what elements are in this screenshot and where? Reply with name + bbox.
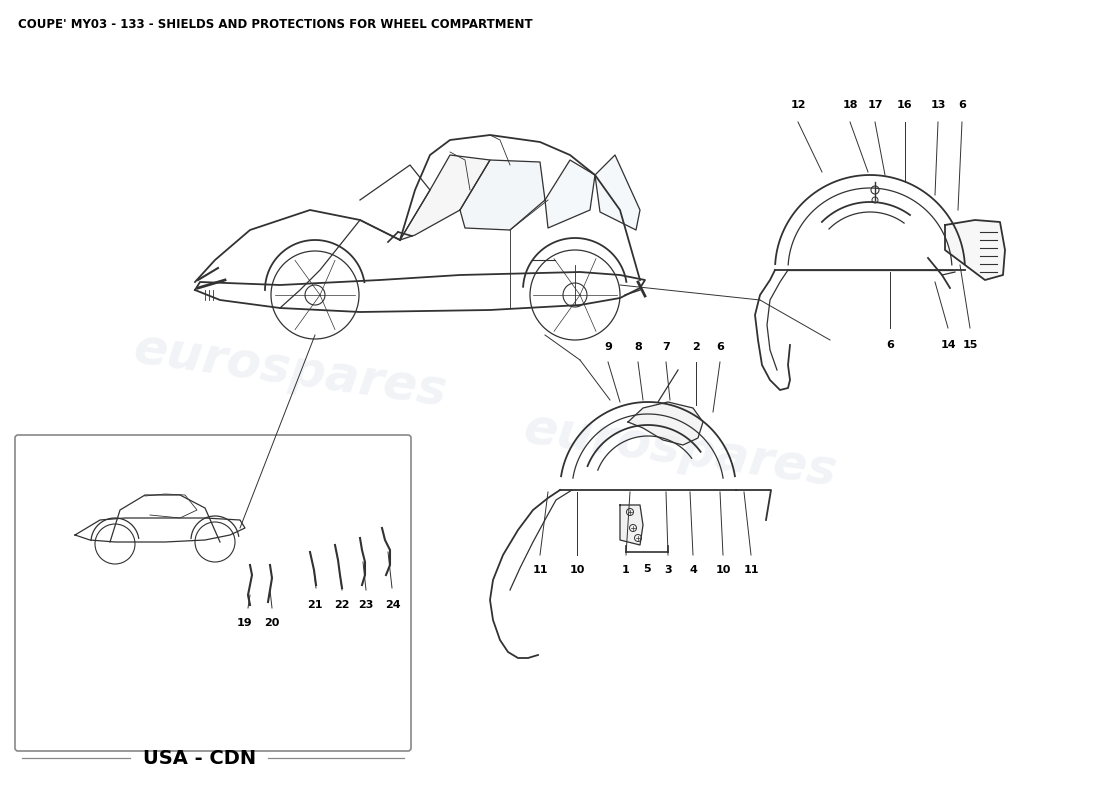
Text: 2: 2	[692, 342, 700, 352]
Text: 13: 13	[931, 100, 946, 110]
Text: 6: 6	[887, 340, 894, 350]
Polygon shape	[945, 220, 1005, 280]
Text: 3: 3	[664, 565, 672, 575]
FancyBboxPatch shape	[15, 435, 411, 751]
Text: 10: 10	[715, 565, 730, 575]
Text: 23: 23	[359, 600, 374, 610]
Polygon shape	[460, 160, 544, 230]
Text: 6: 6	[716, 342, 724, 352]
Text: 10: 10	[570, 565, 585, 575]
Text: 24: 24	[385, 600, 400, 610]
Text: 11: 11	[532, 565, 548, 575]
Text: 1: 1	[623, 565, 630, 575]
Text: 16: 16	[898, 100, 913, 110]
Text: 9: 9	[604, 342, 612, 352]
Text: 19: 19	[236, 618, 252, 628]
Text: 12: 12	[790, 100, 805, 110]
Text: 20: 20	[264, 618, 279, 628]
Text: 4: 4	[689, 565, 697, 575]
Polygon shape	[620, 505, 644, 545]
Text: 11: 11	[744, 565, 759, 575]
Text: 8: 8	[634, 342, 642, 352]
Text: 7: 7	[662, 342, 670, 352]
Text: USA - CDN: USA - CDN	[143, 749, 256, 767]
Polygon shape	[400, 155, 490, 240]
Polygon shape	[628, 402, 703, 445]
Text: 15: 15	[962, 340, 978, 350]
Text: 18: 18	[843, 100, 858, 110]
Text: 5: 5	[644, 564, 651, 574]
Text: COUPE' MY03 - 133 - SHIELDS AND PROTECTIONS FOR WHEEL COMPARTMENT: COUPE' MY03 - 133 - SHIELDS AND PROTECTI…	[18, 18, 532, 31]
Text: eurospares: eurospares	[130, 324, 450, 416]
Text: 6: 6	[958, 100, 966, 110]
Text: 14: 14	[940, 340, 956, 350]
Polygon shape	[595, 155, 640, 230]
Polygon shape	[544, 160, 595, 228]
Text: 17: 17	[867, 100, 882, 110]
Text: 22: 22	[334, 600, 350, 610]
Text: 21: 21	[307, 600, 322, 610]
Text: eurospares: eurospares	[520, 404, 839, 496]
